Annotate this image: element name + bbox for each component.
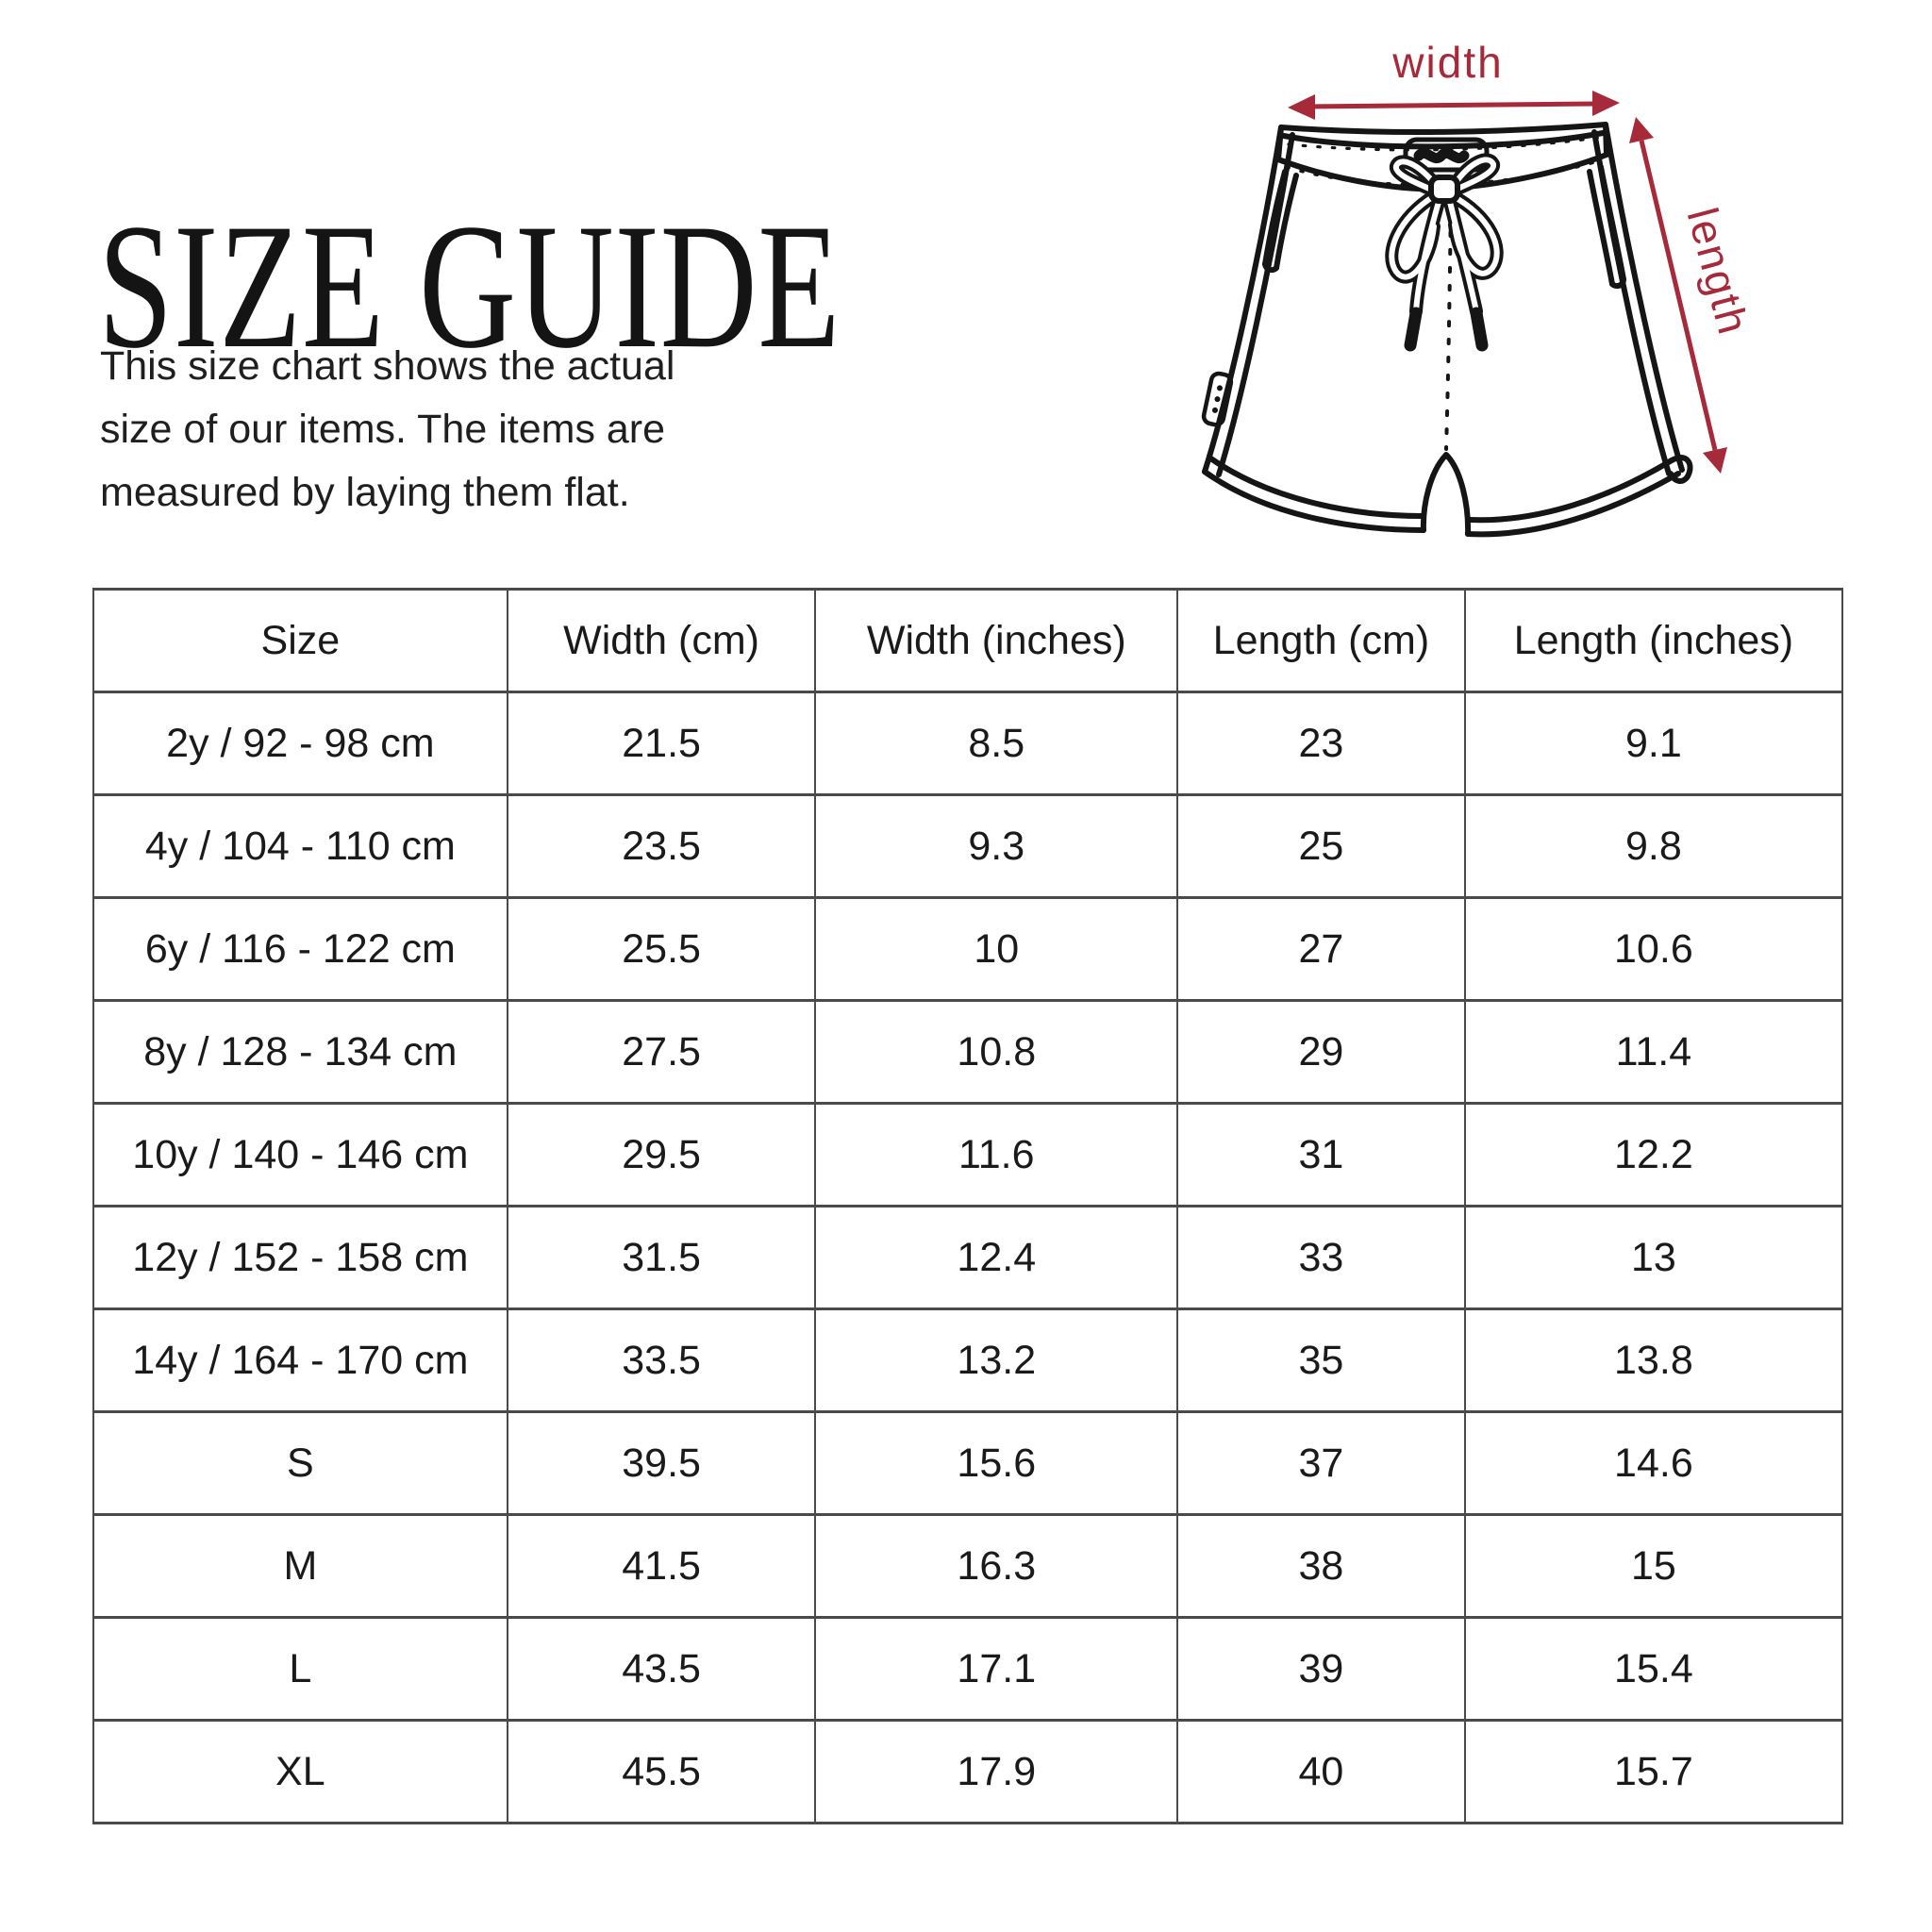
measurement-cell: 8.5 bbox=[814, 691, 1179, 796]
size-label-cell: M bbox=[92, 1513, 508, 1619]
measurement-cell: 39.5 bbox=[506, 1410, 817, 1516]
shorts-illustration: width length bbox=[896, 28, 1758, 594]
measurement-cell: 43.5 bbox=[506, 1616, 817, 1722]
measurement-cell: 11.4 bbox=[1463, 999, 1844, 1105]
table-row: 10y / 140 - 146 cm 29.5 11.6 31 12.2 bbox=[92, 1102, 1844, 1208]
drawstring-bow bbox=[1385, 153, 1504, 352]
table-header-row: Size Width (cm) Width (inches) Length (cm) L… bbox=[92, 588, 1844, 693]
size-label-cell: 6y / 116 - 122 cm bbox=[92, 896, 508, 1002]
length-dimension-label: length bbox=[1678, 203, 1745, 341]
column-header: Size bbox=[92, 588, 508, 693]
column-header: Length (inches) bbox=[1463, 588, 1844, 693]
measurement-cell: 40 bbox=[1176, 1719, 1466, 1824]
measurement-cell: 31.5 bbox=[506, 1205, 817, 1310]
measurement-cell: 17.9 bbox=[814, 1719, 1179, 1824]
measurement-cell: 23 bbox=[1176, 691, 1466, 796]
page-description: This size chart shows the actual size of… bbox=[100, 343, 675, 516]
table-row: 14y / 164 - 170 cm 33.5 13.2 35 13.8 bbox=[92, 1307, 1844, 1413]
measurement-cell: 11.6 bbox=[814, 1102, 1179, 1208]
column-header: Width (inches) bbox=[814, 588, 1179, 693]
measurement-cell: 23.5 bbox=[506, 793, 817, 899]
table-row: 12y / 152 - 158 cm 31.5 12.4 33 13 bbox=[92, 1205, 1844, 1310]
table-row: L 43.5 17.1 39 15.4 bbox=[92, 1616, 1844, 1722]
measurement-cell: 13.8 bbox=[1463, 1307, 1844, 1413]
table-row: M 41.5 16.3 38 15 bbox=[92, 1513, 1844, 1619]
measurement-cell: 16.3 bbox=[814, 1513, 1179, 1619]
measurement-cell: 27.5 bbox=[506, 999, 817, 1105]
measurement-cell: 14.6 bbox=[1463, 1410, 1844, 1516]
width-arrow bbox=[1288, 91, 1620, 120]
measurement-cell: 9.3 bbox=[814, 793, 1179, 899]
measurement-cell: 12.4 bbox=[814, 1205, 1179, 1310]
measurement-cell: 15.4 bbox=[1463, 1616, 1844, 1722]
measurement-cell: 25 bbox=[1176, 793, 1466, 899]
table-row: 8y / 128 - 134 cm 27.5 10.8 29 11.4 bbox=[92, 999, 1844, 1105]
size-label-cell: 12y / 152 - 158 cm bbox=[92, 1205, 508, 1310]
measurement-cell: 10 bbox=[814, 896, 1179, 1002]
measurement-cell: 15.7 bbox=[1463, 1719, 1844, 1824]
measurement-cell: 37 bbox=[1176, 1410, 1466, 1516]
measurement-cell: 27 bbox=[1176, 896, 1466, 1002]
shorts-diagram-svg: width length bbox=[1201, 38, 1758, 538]
measurement-cell: 15 bbox=[1463, 1513, 1844, 1619]
measurement-cell: 10.8 bbox=[814, 999, 1179, 1105]
size-label-cell: 8y / 128 - 134 cm bbox=[92, 999, 508, 1105]
column-header: Width (cm) bbox=[506, 588, 817, 693]
table-row: 4y / 104 - 110 cm 23.5 9.3 25 9.8 bbox=[92, 793, 1844, 899]
width-dimension-label: width bbox=[1391, 38, 1503, 87]
table-row: 2y / 92 - 98 cm 21.5 8.5 23 9.1 bbox=[92, 691, 1844, 796]
measurement-cell: 21.5 bbox=[506, 691, 817, 796]
measurement-cell: 41.5 bbox=[506, 1513, 817, 1619]
table-row: 6y / 116 - 122 cm 25.5 10 27 10.6 bbox=[92, 896, 1844, 1002]
measurement-cell: 10.6 bbox=[1463, 896, 1844, 1002]
measurement-cell: 29.5 bbox=[506, 1102, 817, 1208]
measurement-cell: 29 bbox=[1176, 999, 1466, 1105]
measurement-cell: 13 bbox=[1463, 1205, 1844, 1310]
size-label-cell: 10y / 140 - 146 cm bbox=[92, 1102, 508, 1208]
measurement-cell: 12.2 bbox=[1463, 1102, 1844, 1208]
measurement-cell: 31 bbox=[1176, 1102, 1466, 1208]
size-label-cell: 14y / 164 - 170 cm bbox=[92, 1307, 508, 1413]
measurement-cell: 15.6 bbox=[814, 1410, 1179, 1516]
table-row: S 39.5 15.6 37 14.6 bbox=[92, 1410, 1844, 1516]
size-table: Size Width (cm) Width (inches) Length (cm) L… bbox=[92, 588, 1844, 1824]
measurement-cell: 9.8 bbox=[1463, 793, 1844, 899]
size-label-cell: 4y / 104 - 110 cm bbox=[92, 793, 508, 899]
size-label-cell: 2y / 92 - 98 cm bbox=[92, 691, 508, 796]
measurement-cell: 38 bbox=[1176, 1513, 1466, 1619]
size-label-cell: XL bbox=[92, 1719, 508, 1824]
measurement-cell: 33.5 bbox=[506, 1307, 817, 1413]
measurement-cell: 35 bbox=[1176, 1307, 1466, 1413]
measurement-cell: 13.2 bbox=[814, 1307, 1179, 1413]
column-header: Length (cm) bbox=[1176, 588, 1466, 693]
table-row: XL 45.5 17.9 40 15.7 bbox=[92, 1719, 1844, 1824]
measurement-cell: 39 bbox=[1176, 1616, 1466, 1722]
size-label-cell: S bbox=[92, 1410, 508, 1516]
page-title: SIZE GUIDE bbox=[98, 188, 841, 387]
measurement-cell: 17.1 bbox=[814, 1616, 1179, 1722]
measurement-cell: 25.5 bbox=[506, 896, 817, 1002]
length-arrow bbox=[1629, 117, 1727, 474]
size-table-body: 2y / 92 - 98 cm 21.5 8.5 23 9.1 4y / 104 - 11… bbox=[92, 691, 1844, 1824]
measurement-cell: 33 bbox=[1176, 1205, 1466, 1310]
size-label-cell: L bbox=[92, 1616, 508, 1722]
measurement-cell: 45.5 bbox=[506, 1719, 817, 1824]
measurement-cell: 9.1 bbox=[1463, 691, 1844, 796]
